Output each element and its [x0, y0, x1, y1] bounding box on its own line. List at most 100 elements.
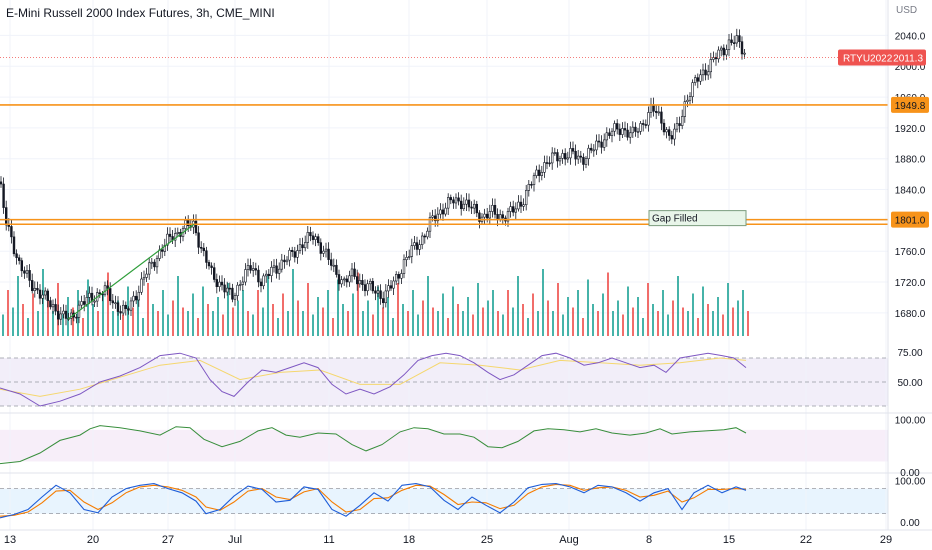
candle-body	[23, 270, 26, 274]
candle-body	[241, 281, 244, 285]
candle	[459, 194, 463, 216]
candle	[124, 301, 128, 316]
candle-body	[693, 77, 697, 83]
candle	[738, 29, 741, 48]
rsi-tick-label: 50.00	[897, 378, 922, 389]
candle-body	[509, 206, 512, 212]
candle-body	[446, 197, 450, 209]
candle-body	[517, 201, 520, 210]
candle-body	[342, 278, 346, 281]
candle	[220, 275, 224, 291]
x-tick-label: 8	[646, 534, 652, 546]
candle	[712, 51, 715, 63]
volume-bar	[487, 300, 489, 336]
candle	[470, 201, 473, 215]
rsi-tick-label: 75.00	[897, 348, 922, 359]
candle-body	[485, 213, 489, 219]
candle-body	[33, 287, 37, 292]
candle	[28, 264, 31, 288]
candle-body	[43, 290, 47, 296]
candle	[709, 52, 713, 79]
candle	[236, 282, 239, 301]
candle	[218, 275, 221, 292]
stochastic-k-line	[0, 483, 747, 519]
candle-body	[719, 47, 723, 51]
candle-body	[740, 41, 744, 55]
candle	[163, 238, 166, 257]
candle-body	[153, 261, 156, 268]
x-tick-label: 22	[800, 534, 812, 546]
candle-body	[537, 169, 541, 176]
candle-body	[5, 207, 8, 226]
volume-bar	[397, 283, 399, 336]
candle-body	[392, 280, 395, 289]
level-badge	[891, 96, 929, 113]
candle-body	[322, 250, 325, 254]
candle	[384, 284, 387, 308]
candle	[649, 97, 653, 118]
volume-bar	[17, 276, 19, 336]
volume-bar	[217, 297, 219, 336]
volume-bar	[132, 307, 134, 336]
volume-bar	[687, 311, 689, 336]
candle-body	[714, 57, 718, 60]
candle	[532, 172, 536, 192]
candle-body	[368, 280, 372, 285]
candle-body	[298, 244, 302, 251]
candle-body	[712, 57, 715, 60]
volume-bar	[692, 293, 694, 336]
volume-bar	[607, 272, 609, 336]
candle-body	[116, 302, 120, 312]
candle	[267, 269, 270, 279]
candle-body	[431, 215, 434, 218]
candle-body	[49, 300, 52, 308]
price-tick-label: 1920.0	[895, 124, 926, 135]
volume-bar	[157, 311, 159, 336]
price-tick-label: 2040.0	[895, 31, 926, 42]
candle-body	[704, 69, 707, 76]
candle	[535, 165, 538, 179]
candle	[605, 127, 609, 147]
candle-body	[168, 233, 172, 237]
x-tick-label: 13	[4, 534, 16, 546]
gap-filled-box[interactable]	[648, 210, 747, 227]
candle	[743, 48, 746, 59]
candle-body	[709, 59, 713, 73]
candle	[509, 201, 512, 218]
candle-body	[462, 203, 465, 210]
volume-bar	[632, 307, 634, 336]
candle-body	[155, 258, 159, 268]
candle-body	[511, 206, 515, 213]
candle	[83, 294, 86, 312]
price-tick-label: 1760.0	[895, 247, 926, 258]
last-price-label: 2011.3	[893, 54, 923, 65]
candle-body	[465, 199, 468, 205]
stochastic-tick-label: 0.00	[900, 518, 920, 529]
candle-body	[135, 295, 138, 301]
candle	[75, 313, 78, 324]
candle	[366, 279, 369, 296]
candle-body	[166, 233, 169, 246]
candle	[288, 247, 291, 267]
candle	[171, 229, 174, 245]
candle	[36, 281, 39, 295]
candle	[423, 233, 426, 244]
candle	[259, 278, 263, 293]
candle-body	[610, 130, 614, 136]
candle	[20, 257, 23, 277]
candle	[135, 290, 138, 305]
candle-body	[717, 49, 720, 60]
volume-bar	[702, 286, 704, 336]
candle-body	[735, 35, 739, 44]
volume-bar	[672, 300, 674, 336]
candle-body	[472, 203, 476, 209]
volume-bar	[137, 297, 139, 336]
candle-body	[743, 52, 746, 55]
volume-bar	[427, 276, 429, 336]
candle	[33, 281, 37, 298]
candle-body	[686, 99, 689, 103]
volume-bar	[512, 307, 514, 336]
volume-bar	[212, 311, 214, 336]
candle-body	[696, 77, 700, 82]
